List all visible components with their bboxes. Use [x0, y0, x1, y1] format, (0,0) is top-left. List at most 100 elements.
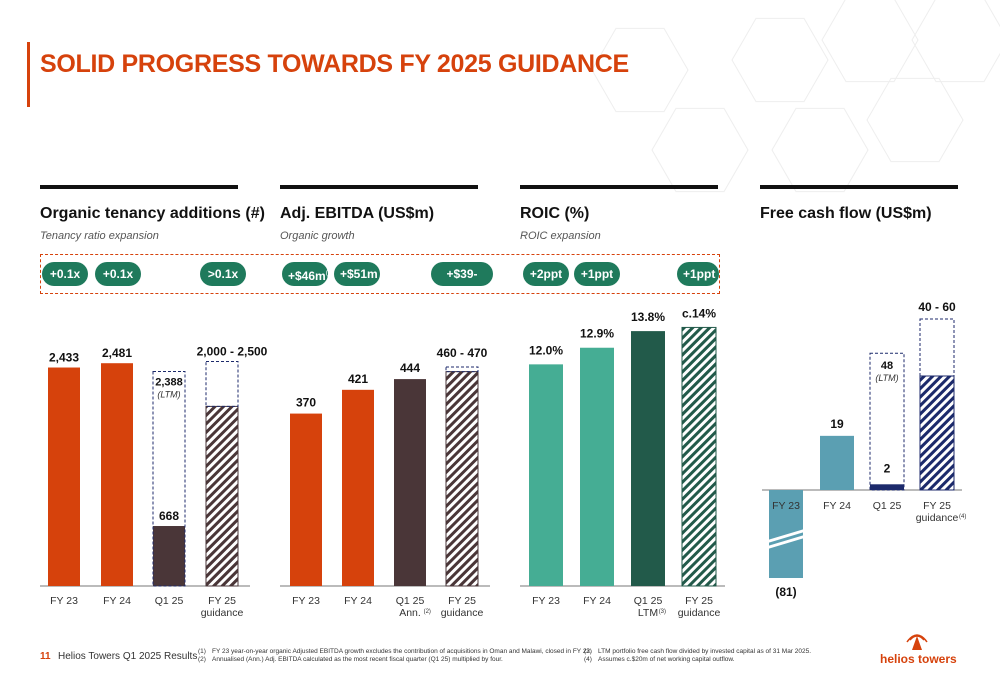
bar-value-label: (81)	[775, 585, 796, 599]
panel-rule-roic	[520, 185, 718, 189]
panel-subtitle-roic: ROIC expansion	[520, 230, 601, 242]
bar-tenancy-ltm-outline	[152, 371, 186, 587]
pill-ebitda-fy23: +$46m(1)	[282, 262, 334, 286]
pill-tenancy-fy25: >0.1x	[200, 262, 246, 286]
bar-value-label: 460 - 470	[437, 346, 488, 360]
x-tick-label: Q1 25	[634, 595, 663, 607]
bar-tenancy-0	[48, 367, 80, 586]
pill-roic-fy25: +1ppt	[677, 262, 719, 286]
tower-icon	[906, 634, 928, 650]
panel-title-fcf: Free cash flow (US$m)	[760, 205, 932, 222]
pill-ebitda-fy23-label: +$46m	[288, 269, 326, 283]
bar-value-label: 19	[830, 417, 844, 431]
panel-subtitle-tenancy: Tenancy ratio expansion	[40, 230, 159, 242]
bar-value-label: 12.9%	[580, 327, 614, 341]
footnote-3-num: (3)	[584, 648, 592, 655]
bar-roic-1	[580, 347, 614, 586]
bar-roic-0	[529, 364, 563, 586]
x-tick-label: FY 23	[532, 595, 560, 607]
pill-roic-fy24: +1ppt	[574, 262, 620, 286]
panel-rule-tenancy	[40, 185, 238, 189]
pill-roic-fy23: +2ppt	[523, 262, 569, 286]
x-tick-label: FY 23	[772, 500, 800, 512]
bar-ebitda-1	[342, 389, 374, 586]
x-tick-label: guidance	[916, 512, 959, 524]
footnote-3-text: LTM portfolio free cash flow divided by …	[598, 648, 812, 655]
x-tick-label: FY 23	[50, 595, 78, 607]
bar-tenancy-1	[101, 363, 133, 586]
annotation-note: (LTM)	[875, 373, 898, 383]
x-tick-label: FY 24	[823, 500, 851, 512]
x-tick-note: (3)	[659, 609, 666, 615]
pill-tenancy-fy24: +0.1x	[95, 262, 141, 286]
footnote-2-text: Annualised (Ann.) Adj. EBITDA calculated…	[212, 656, 503, 663]
bar-value-label: 444	[400, 361, 420, 375]
bar-value-label: 370	[296, 396, 316, 410]
pill-ebitda-fy24: +$51m	[334, 262, 380, 286]
x-tick-label: guidance	[441, 607, 484, 619]
bar-fcf-1	[820, 435, 854, 490]
x-tick-label: FY 24	[344, 595, 372, 607]
annotation-value: 48	[881, 360, 893, 372]
footnote-1-num: (1)	[198, 648, 206, 655]
panel-title-ebitda: Adj. EBITDA (US$m)	[280, 205, 435, 222]
bar-value-label: 2,433	[49, 351, 79, 365]
x-tick-note: (2)	[424, 609, 431, 615]
bar-value-label: 668	[159, 509, 179, 523]
footnote-4-text: Assumes c.$20m of net working capital ou…	[598, 656, 735, 663]
panel-title-tenancy: Organic tenancy additions (#)	[40, 205, 265, 222]
pill-tenancy-fy23: +0.1x	[42, 262, 88, 286]
x-tick-label: FY 25	[685, 595, 713, 607]
x-tick-label: guidance	[678, 607, 721, 619]
bar-value-label: 421	[348, 372, 368, 386]
bar-fcf-guidance-range	[919, 318, 955, 377]
footnote-4-num: (4)	[584, 656, 592, 663]
x-tick-label: FY 23	[292, 595, 320, 607]
page-number: 11	[40, 651, 51, 662]
x-tick-label: Q1 25	[396, 595, 425, 607]
growth-pills-box	[40, 254, 720, 294]
footnote-2-num: (2)	[198, 656, 206, 663]
x-tick-label: FY 25	[208, 595, 236, 607]
panel-rule-fcf	[760, 185, 958, 189]
bar-value-label: 40 - 60	[918, 300, 956, 314]
footnote-2: (2) Annualised (Ann.) Adj. EBITDA calcula…	[198, 656, 503, 664]
x-tick-label: LTM	[638, 607, 658, 619]
annotation-value: 2,388	[155, 377, 183, 389]
footnote-4: (4) Assumes c.$20m of net working capital…	[584, 656, 735, 664]
bar-roic-2	[631, 331, 665, 586]
footer-title: Helios Towers Q1 2025 Results	[58, 651, 198, 662]
pill-ebitda-fy25: +$39-49m	[431, 262, 493, 305]
bar-ebitda-guidance-range	[445, 366, 479, 373]
annotation-note: (LTM)	[157, 390, 180, 400]
bar-ebitda-0	[290, 413, 322, 586]
panel-rule-ebitda	[280, 185, 478, 189]
x-tick-label: FY 25	[923, 500, 951, 512]
bar-value-label: 2	[884, 461, 891, 475]
x-tick-label: FY 24	[583, 595, 611, 607]
x-tick-label: FY 24	[103, 595, 131, 607]
panel-subtitle-ebitda: Organic growth	[280, 230, 355, 242]
x-tick-label: guidance	[201, 607, 244, 619]
x-tick-label: Q1 25	[873, 500, 902, 512]
pill-ebitda-note: (1)	[325, 270, 335, 277]
bar-fcf-2	[870, 484, 904, 490]
bar-roic-3	[681, 326, 717, 587]
x-tick-label: FY 25	[448, 595, 476, 607]
bar-ebitda-guidance	[445, 371, 479, 587]
panel-title-roic: ROIC (%)	[520, 205, 590, 222]
bar-value-label: 2,481	[102, 346, 132, 360]
bar-fcf-guidance	[919, 375, 955, 491]
bar-value-label: 2,000 - 2,500	[197, 345, 268, 359]
x-tick-label: Q1 25	[155, 595, 184, 607]
x-tick-note: (4)	[959, 514, 966, 520]
footnote-1: (1) FY 23 year-on-year organic Adjusted E…	[198, 648, 592, 656]
bar-value-label: c.14%	[682, 306, 716, 320]
x-tick-label: Ann.	[399, 607, 421, 619]
bar-tenancy-guidance-range	[205, 361, 239, 407]
axis-break	[765, 528, 807, 550]
page-title: SOLID PROGRESS TOWARDS FY 2025 GUIDANCE	[40, 50, 629, 78]
bar-tenancy-2	[153, 526, 185, 586]
